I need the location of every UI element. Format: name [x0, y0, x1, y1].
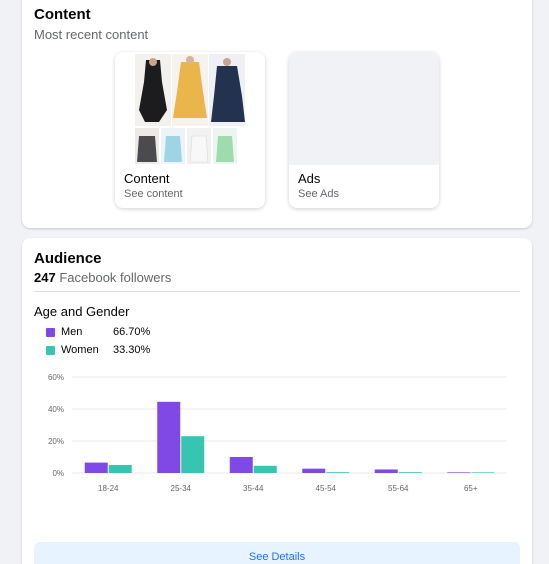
- ads-thumbnail-placeholder: [289, 52, 439, 165]
- x-tick-label: 55-64: [388, 484, 409, 493]
- age-gender-bar-chart: 0% 20% 40% 60% 18-24 25-34 35-44 45-54 55-64 65+: [48, 373, 507, 493]
- bar-women-45-54: [326, 472, 350, 473]
- bar-women-18-24: [108, 465, 132, 473]
- followers-label: Facebook followers: [59, 270, 172, 285]
- content-thumbnail-collage: [115, 52, 265, 165]
- bar-men-18-24: [84, 462, 108, 473]
- bar-women-55-64: [398, 472, 422, 473]
- content-tile-title: Content: [124, 171, 170, 186]
- legend-swatch-women: [46, 345, 55, 355]
- content-card-title: Content: [34, 6, 91, 23]
- bar-men-25-34: [157, 401, 181, 473]
- content-card: Content Most recent content Content: [22, 0, 532, 228]
- bar-men-55-64: [374, 469, 398, 473]
- legend-percent-men: 66.70%: [113, 326, 151, 338]
- age-gender-title: Age and Gender: [34, 304, 130, 319]
- y-tick-label: 60%: [48, 373, 64, 382]
- audience-card: Audience 247 Facebook followers Age and …: [22, 238, 532, 564]
- legend-item-men: Men 66.70%: [46, 326, 150, 338]
- content-card-subtitle: Most recent content: [34, 27, 149, 42]
- legend-percent-women: 33.30%: [113, 344, 151, 356]
- followers-count: 247: [34, 270, 56, 285]
- bar-women-65+: [471, 472, 495, 473]
- audience-card-title: Audience: [34, 250, 102, 267]
- ads-tile-title: Ads: [298, 171, 321, 186]
- bar-men-65+: [447, 472, 471, 473]
- bar-men-45-54: [302, 468, 326, 473]
- see-details-button[interactable]: See Details: [34, 542, 520, 564]
- x-tick-label: 18-24: [98, 484, 119, 493]
- bar-women-35-44: [253, 465, 277, 473]
- x-tick-label: 35-44: [243, 484, 264, 493]
- x-tick-label: 25-34: [171, 484, 192, 493]
- legend-swatch-men: [46, 327, 55, 337]
- content-tile[interactable]: Content See content: [115, 52, 265, 208]
- y-tick-label: 40%: [48, 405, 64, 414]
- bar-men-35-44: [229, 457, 253, 473]
- x-tick-label: 45-54: [316, 484, 337, 493]
- section-divider: [34, 291, 520, 292]
- x-tick-label: 65+: [464, 484, 478, 493]
- legend-label-women: Women: [61, 344, 99, 356]
- ads-tile[interactable]: Ads See Ads: [289, 52, 439, 208]
- y-tick-label: 0%: [52, 469, 64, 478]
- bar-women-25-34: [181, 436, 205, 473]
- followers-summary: 247 Facebook followers: [34, 270, 171, 285]
- ads-tile-subtitle: See Ads: [298, 188, 339, 200]
- y-tick-label: 20%: [48, 437, 64, 446]
- legend-label-men: Men: [61, 326, 83, 338]
- legend-item-women: Women 33.30%: [46, 344, 150, 356]
- content-tile-subtitle: See content: [124, 188, 183, 200]
